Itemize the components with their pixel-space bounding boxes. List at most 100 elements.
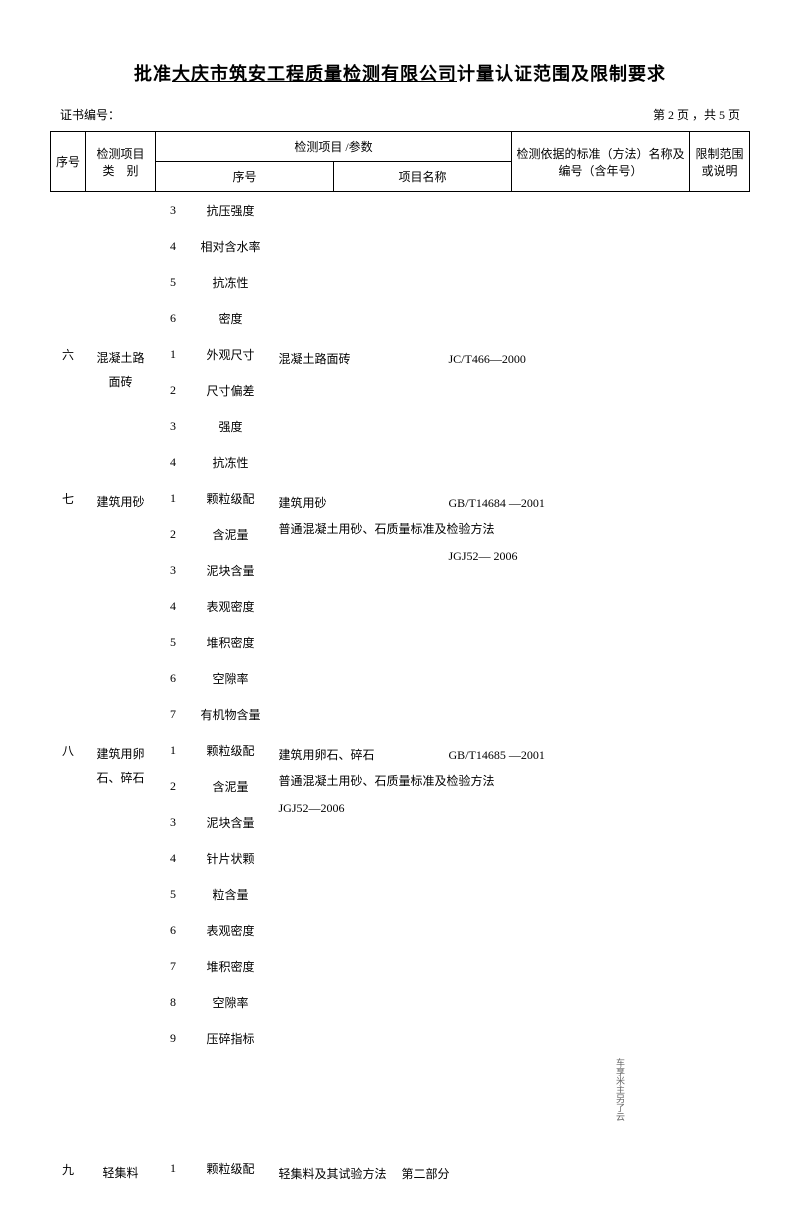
group-category: 建筑用砂 bbox=[86, 480, 156, 732]
param-num: 9 bbox=[156, 1031, 191, 1046]
param-name: 粒含量 bbox=[191, 886, 271, 903]
param-name: 抗冻性 bbox=[191, 454, 271, 471]
param-num: 1 bbox=[156, 347, 191, 362]
param-num: 5 bbox=[156, 635, 191, 650]
param-name: 堆积密度 bbox=[191, 958, 271, 975]
category-group: 六混凝土路面砖1外观尺寸2尺寸偏差3强度4抗冻性混凝土路面砖JC/T466―20… bbox=[51, 336, 750, 480]
param-name: 抗冻性 bbox=[191, 274, 271, 291]
param-num: 3 bbox=[156, 419, 191, 434]
param-row: 2尺寸偏差 bbox=[156, 372, 271, 408]
param-name: 颗粒级配 bbox=[191, 490, 271, 507]
header-info: 证书编号： 第 2 页 ，共 5 页 bbox=[50, 106, 750, 123]
param-num: 1 bbox=[156, 743, 191, 758]
param-num: 1 bbox=[156, 491, 191, 506]
param-num: 4 bbox=[156, 239, 191, 254]
param-row: 3泥块含量 bbox=[156, 804, 271, 840]
table-body: 3抗压强度4相对含水率5抗冻性6密度六混凝土路面砖1外观尺寸2尺寸偏差3强度4抗… bbox=[51, 192, 750, 1192]
param-num: 6 bbox=[156, 923, 191, 938]
param-num: 5 bbox=[156, 275, 191, 290]
param-name: 针片状颗 bbox=[191, 850, 271, 867]
param-row: 1颗粒级配 bbox=[156, 480, 271, 516]
header-param-group: 检测项目 /参数 bbox=[156, 132, 512, 162]
param-row: 9压碎指标 bbox=[156, 1020, 271, 1056]
header-seq: 序号 bbox=[51, 132, 86, 192]
param-row: 8空隙率 bbox=[156, 984, 271, 1020]
param-name: 密度 bbox=[191, 310, 271, 327]
title-suffix: 计量认证范围及限制要求 bbox=[457, 64, 666, 84]
param-num: 2 bbox=[156, 383, 191, 398]
param-name: 泥块含量 bbox=[191, 562, 271, 579]
title-prefix: 批准 bbox=[134, 64, 172, 84]
param-row: 1外观尺寸 bbox=[156, 336, 271, 372]
cert-number-label: 证书编号： bbox=[60, 106, 120, 123]
param-row: 4针片状颗 bbox=[156, 840, 271, 876]
standard-line: JGJ52―2006 bbox=[279, 795, 682, 821]
param-num: 5 bbox=[156, 887, 191, 902]
standard-line: JGJ52― 2006 bbox=[279, 543, 682, 569]
last-row: 九轻集料1颗粒级配轻集料及其试验方法 第二部分 bbox=[51, 1156, 750, 1191]
param-name: 外观尺寸 bbox=[191, 346, 271, 363]
param-name: 泥块含量 bbox=[191, 814, 271, 831]
param-num: 4 bbox=[156, 851, 191, 866]
param-num: 8 bbox=[156, 995, 191, 1010]
category-group: 七建筑用砂1颗粒级配2含泥量3泥块含量4表观密度5堆积密度6空隙率7有机物含量建… bbox=[51, 480, 750, 732]
param-name: 空隙率 bbox=[191, 670, 271, 687]
document-title: 批准大庆市筑安工程质量检测有限公司计量认证范围及限制要求 bbox=[50, 60, 750, 86]
param-num: 7 bbox=[156, 959, 191, 974]
header-standard: 检测依据的标准（方法）名称及编号（含年号） bbox=[512, 132, 690, 192]
param-row: 6空隙率 bbox=[156, 660, 271, 696]
param-name: 空隙率 bbox=[191, 994, 271, 1011]
group-seq: 八 bbox=[51, 732, 86, 1056]
header-category: 检测项目 类 别 bbox=[86, 132, 156, 192]
group-seq: 六 bbox=[51, 336, 86, 480]
group-standards: 建筑用卵石、碎石GB/T14685 ―2001普通混凝土用砂、石质量标准及检验方… bbox=[271, 732, 690, 1056]
param-name: 堆积密度 bbox=[191, 634, 271, 651]
param-name: 相对含水率 bbox=[191, 238, 271, 255]
param-num: 2 bbox=[156, 527, 191, 542]
side-note: 车享米主另了云 bbox=[613, 1058, 625, 1121]
param-name: 压碎指标 bbox=[191, 1030, 271, 1047]
param-row: 5抗冻性 bbox=[156, 264, 271, 300]
main-table: 序号 检测项目 类 别 检测项目 /参数 检测依据的标准（方法）名称及编号（含年… bbox=[50, 131, 750, 1191]
standard-line: 普通混凝土用砂、石质量标准及检验方法 bbox=[279, 516, 682, 542]
param-row: 5堆积密度 bbox=[156, 624, 271, 660]
standard-line: 建筑用砂GB/T14684 ―2001 bbox=[279, 490, 682, 516]
group-standards: 混凝土路面砖JC/T466―2000 bbox=[271, 336, 690, 480]
param-row: 2含泥量 bbox=[156, 516, 271, 552]
param-name: 含泥量 bbox=[191, 778, 271, 795]
param-name: 尺寸偏差 bbox=[191, 382, 271, 399]
param-num: 2 bbox=[156, 779, 191, 794]
param-row: 4相对含水率 bbox=[156, 228, 271, 264]
param-row: 3抗压强度 bbox=[156, 192, 271, 228]
param-row: 7有机物含量 bbox=[156, 696, 271, 732]
param-num: 3 bbox=[156, 563, 191, 578]
param-row: 6表观密度 bbox=[156, 912, 271, 948]
group-category: 混凝土路面砖 bbox=[86, 336, 156, 480]
category-group: 八建筑用卵石、碎石1颗粒级配2含泥量3泥块含量4针片状颗5粒含量6表观密度7堆积… bbox=[51, 732, 750, 1056]
param-num: 6 bbox=[156, 671, 191, 686]
param-row: 2含泥量 bbox=[156, 768, 271, 804]
standard-line: 普通混凝土用砂、石质量标准及检验方法 bbox=[279, 768, 682, 794]
header-param-name: 项目名称 bbox=[334, 162, 512, 192]
param-name: 表观密度 bbox=[191, 922, 271, 939]
group-standards: 建筑用砂GB/T14684 ―2001普通混凝土用砂、石质量标准及检验方法JGJ… bbox=[271, 480, 690, 732]
param-name: 颗粒级配 bbox=[191, 742, 271, 759]
param-name: 抗压强度 bbox=[191, 202, 271, 219]
param-name: 强度 bbox=[191, 418, 271, 435]
param-row: 5粒含量 bbox=[156, 876, 271, 912]
param-num: 3 bbox=[156, 815, 191, 830]
title-company: 大庆市筑安工程质量检测有限公司 bbox=[172, 64, 457, 84]
header-param-num: 序号 bbox=[156, 162, 334, 192]
param-num: 4 bbox=[156, 599, 191, 614]
param-name: 有机物含量 bbox=[191, 706, 271, 723]
standard-line: 混凝土路面砖JC/T466―2000 bbox=[279, 346, 682, 372]
param-row: 1颗粒级配 bbox=[156, 732, 271, 768]
group-seq: 七 bbox=[51, 480, 86, 732]
param-row: 3泥块含量 bbox=[156, 552, 271, 588]
param-num: 4 bbox=[156, 455, 191, 470]
standard-line: 建筑用卵石、碎石GB/T14685 ―2001 bbox=[279, 742, 682, 768]
header-limit: 限制范围 或说明 bbox=[690, 132, 750, 192]
param-row: 6密度 bbox=[156, 300, 271, 336]
page-info: 第 2 页 ，共 5 页 bbox=[653, 106, 740, 123]
param-row: 4表观密度 bbox=[156, 588, 271, 624]
